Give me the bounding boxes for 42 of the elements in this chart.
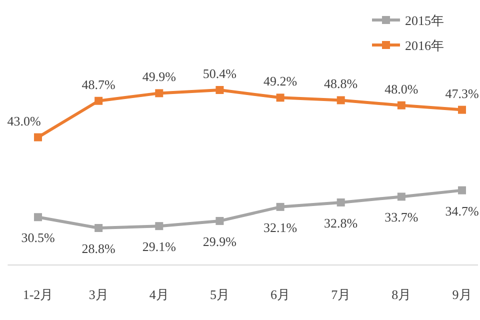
point [94, 224, 103, 232]
point [94, 96, 103, 105]
data-label: 43.0% [7, 113, 41, 128]
data-label: 47.3% [445, 86, 479, 101]
data-label: 48.0% [384, 81, 418, 96]
data-label: 48.7% [82, 76, 116, 92]
point [276, 202, 284, 211]
point [155, 89, 164, 98]
point [155, 222, 164, 230]
point [397, 192, 406, 201]
x-tick-label: 1-2月 [22, 287, 54, 302]
point [216, 86, 224, 94]
data-label: 32.1% [263, 220, 298, 235]
point [336, 198, 345, 206]
data-label: 50.4% [202, 66, 237, 81]
point [336, 96, 345, 104]
data-label: 30.5% [21, 230, 55, 246]
legend-label: 2015年 [405, 13, 444, 28]
data-label: 29.9% [202, 234, 237, 249]
x-tick-label: 9月 [452, 287, 472, 302]
data-label: 29.1% [142, 239, 176, 254]
x-tick-label: 3月 [88, 287, 108, 302]
x-tick-label: 4月 [149, 287, 169, 302]
x-tick-label: 8月 [392, 287, 412, 302]
point [458, 106, 466, 114]
data-label: 48.8% [324, 76, 358, 92]
x-tick-label: 6月 [270, 287, 290, 302]
data-label: 33.7% [384, 210, 418, 225]
data-label: 34.7% [445, 203, 479, 218]
point [34, 133, 42, 142]
point [458, 186, 466, 194]
x-tick-label: 7月 [331, 287, 351, 302]
x-tick-label: 5月 [210, 287, 230, 302]
data-label: 49.9% [142, 69, 176, 84]
data-label: 28.8% [82, 241, 116, 256]
point [276, 94, 284, 102]
point [34, 213, 42, 222]
point [216, 216, 224, 225]
legend-label: 2016年 [405, 38, 444, 53]
data-label: 32.8% [324, 215, 358, 230]
point [397, 101, 406, 110]
data-label: 49.2% [263, 74, 298, 89]
